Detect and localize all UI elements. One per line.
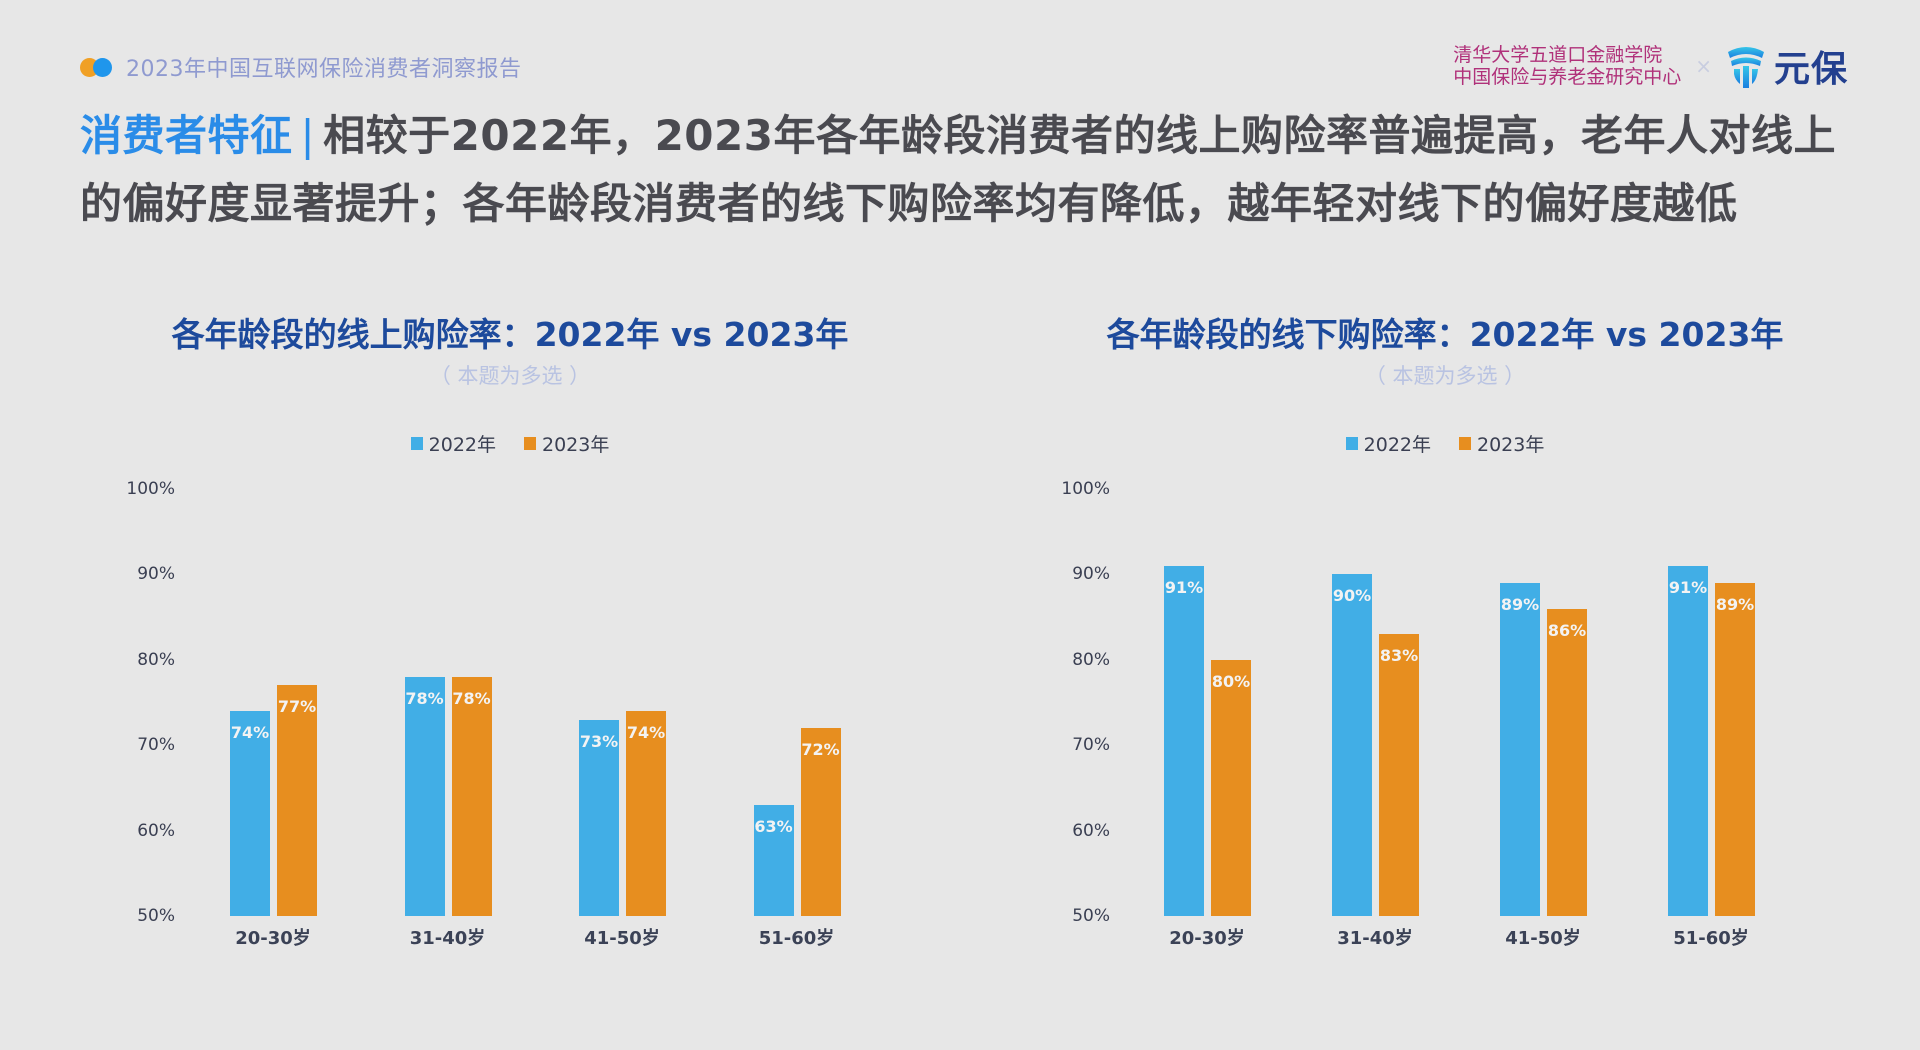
- brand-name: 元保: [1773, 49, 1848, 90]
- y-tick-label: 100%: [1061, 479, 1110, 499]
- headline-text: 相较于2022年，2023年各年龄段消费者的线上购险率普遍提高，老年人对线上的偏…: [80, 111, 1836, 228]
- bar-2022-20-30岁: 91%: [1164, 565, 1204, 916]
- x-category-label: 20-30岁: [235, 928, 311, 949]
- bar-value-label: 91%: [1164, 577, 1204, 597]
- legend-label: 2023年: [542, 434, 610, 456]
- legend-swatch-icon: [410, 437, 423, 450]
- chart-subtitle: （ 本题为多选 ）: [429, 364, 591, 388]
- chart-legend: 2022年 2023年: [1035, 430, 1855, 457]
- y-tick-label: 90%: [1072, 564, 1110, 585]
- bar-value-label: 73%: [579, 731, 619, 751]
- legend-item-2023: 2023年: [1459, 430, 1544, 457]
- legend-swatch-icon: [524, 437, 536, 450]
- headline-section: 消费者特征: [80, 111, 293, 160]
- bar-value-label: 89%: [1715, 594, 1755, 614]
- yuanbao-shield-logo-icon: [1727, 47, 1764, 88]
- bar-2022-51-60岁: 63%: [753, 804, 794, 916]
- bar-value-label: 77%: [277, 697, 317, 717]
- x-category-label: 51-60岁: [1673, 928, 1749, 949]
- bar-2022-51-60岁: 91%: [1668, 565, 1708, 916]
- bar-2023-41-50岁: 74%: [626, 711, 666, 916]
- bar-value-label: 90%: [1332, 586, 1372, 606]
- legend-item-2022: 2022年: [1345, 430, 1431, 457]
- bar-value-label: 63%: [754, 816, 793, 836]
- x-category-label: 51-60岁: [758, 928, 835, 949]
- bar-value-label: 86%: [1547, 620, 1587, 640]
- x-category-label: 20-30岁: [1169, 928, 1245, 949]
- chart-title: 各年龄段的线下购险率：2022年 vs 2023年: [1106, 315, 1784, 354]
- report-tag: 2023年中国互联网保险消费者洞察报告: [80, 52, 522, 82]
- bar-value-label: 74%: [626, 723, 666, 743]
- headline-separator: |: [300, 111, 316, 160]
- bar-value-label: 78%: [405, 688, 444, 708]
- bar-value-label: 89%: [1500, 594, 1540, 614]
- bar-2023-20-30岁: 77%: [277, 685, 317, 916]
- institution-line-2: 中国保险与养老金研究中心: [1453, 66, 1682, 88]
- bar-2023-51-60岁: 72%: [800, 728, 841, 916]
- y-tick-label: 80%: [137, 649, 175, 670]
- y-tick-label: 50%: [1072, 906, 1110, 926]
- y-tick-label: 60%: [137, 820, 175, 841]
- legend-label: 2022年: [428, 434, 496, 456]
- bar-2023-20-30岁: 80%: [1211, 659, 1251, 916]
- bar-2022-31-40岁: 90%: [1332, 574, 1372, 916]
- bar-2022-41-50岁: 73%: [579, 719, 619, 916]
- y-tick-label: 90%: [137, 564, 175, 585]
- y-tick-label: 80%: [1072, 649, 1110, 670]
- bar-2023-31-40岁: 78%: [451, 676, 492, 916]
- bar-2022-20-30岁: 74%: [230, 711, 270, 916]
- bar-value-label: 74%: [230, 723, 270, 743]
- chart-title: 各年龄段的线上购险率：2022年 vs 2023年: [171, 315, 849, 354]
- bar-2022-41-50岁: 89%: [1500, 582, 1540, 916]
- plot-area: 50% 60% 70% 80% 90% 100% 91% 80% 20-30岁 90% 83% 31-…: [1035, 479, 1855, 949]
- y-tick-label: 60%: [1072, 820, 1110, 841]
- bar-2022-31-40岁: 78%: [404, 676, 445, 916]
- offline-purchase-rate-chart: 各年龄段的线下购险率：2022年 vs 2023年 （ 本题为多选 ） 2022…: [1035, 300, 1855, 980]
- headline: 消费者特征 | 相较于2022年，2023年各年龄段消费者的线上购险率普遍提高，老年…: [80, 102, 1860, 238]
- brand-block: 清华大学五道口金融学院 中国保险与养老金研究中心 × 元保: [1453, 40, 1848, 92]
- y-tick-label: 70%: [1072, 735, 1110, 756]
- legend-label: 2023年: [1477, 434, 1545, 456]
- legend-swatch-icon: [1459, 437, 1471, 450]
- y-tick-label: 70%: [137, 735, 175, 756]
- bar-value-label: 72%: [801, 740, 840, 760]
- chart-legend: 2022年 2023年: [100, 430, 920, 457]
- bar-2023-31-40岁: 83%: [1379, 634, 1419, 916]
- institution-name: 清华大学五道口金融学院 中国保险与养老金研究中心: [1453, 44, 1681, 88]
- bar-2023-51-60岁: 89%: [1715, 582, 1755, 916]
- x-category-label: 41-50岁: [584, 928, 660, 949]
- bar-value-label: 91%: [1668, 577, 1708, 597]
- collab-times-icon: ×: [1695, 54, 1712, 78]
- y-tick-label: 50%: [137, 906, 175, 926]
- x-category-label: 31-40岁: [409, 928, 486, 949]
- online-purchase-rate-chart: 各年龄段的线上购险率：2022年 vs 2023年 （ 本题为多选 ） 2022…: [100, 300, 920, 980]
- bar-value-label: 78%: [452, 688, 491, 708]
- legend-label: 2022年: [1363, 434, 1431, 456]
- legend-item-2022: 2022年: [410, 430, 496, 457]
- plot-area: 50% 60% 70% 80% 90% 100% 74% 77% 20-30岁 78% 78% 31-…: [100, 479, 920, 949]
- bar-value-label: 83%: [1379, 646, 1419, 666]
- report-logo-dots-icon: [80, 56, 116, 78]
- chart-subtitle: （ 本题为多选 ）: [1364, 364, 1526, 388]
- x-category-label: 31-40岁: [1337, 928, 1413, 949]
- institution-line-1: 清华大学五道口金融学院: [1453, 44, 1663, 66]
- legend-swatch-icon: [1345, 437, 1358, 450]
- legend-item-2023: 2023年: [524, 430, 609, 457]
- y-tick-label: 100%: [126, 479, 175, 499]
- bar-value-label: 80%: [1211, 671, 1251, 691]
- bar-2023-41-50岁: 86%: [1547, 608, 1587, 916]
- report-title: 2023年中国互联网保险消费者洞察报告: [126, 57, 522, 82]
- x-category-label: 41-50岁: [1505, 928, 1581, 949]
